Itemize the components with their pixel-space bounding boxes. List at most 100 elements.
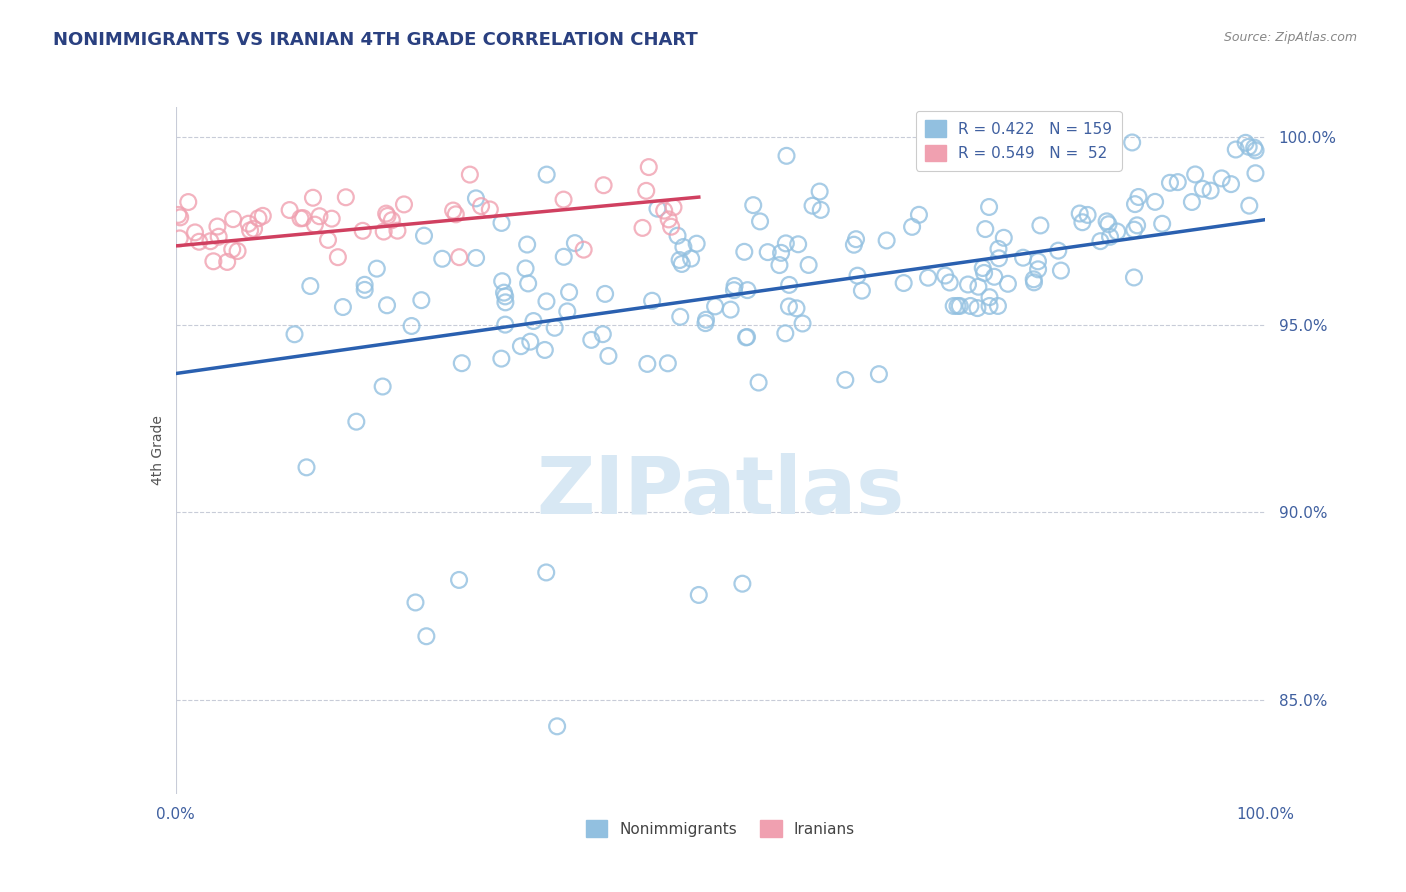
- Point: [353, 283, 375, 297]
- Point: [966, 301, 988, 315]
- Point: [553, 193, 575, 207]
- Point: [631, 220, 654, 235]
- Point: [983, 269, 1005, 284]
- Point: [491, 216, 513, 230]
- Point: [956, 277, 979, 292]
- Point: [558, 285, 581, 300]
- Point: [555, 304, 578, 318]
- Point: [252, 209, 274, 223]
- Point: [1029, 219, 1052, 233]
- Point: [1050, 263, 1073, 277]
- Point: [868, 367, 890, 381]
- Point: [381, 213, 404, 227]
- Point: [478, 202, 501, 217]
- Point: [534, 566, 557, 580]
- Point: [536, 168, 558, 182]
- Point: [302, 191, 325, 205]
- Point: [536, 294, 558, 309]
- Point: [465, 191, 488, 205]
- Point: [1159, 176, 1181, 190]
- Point: [516, 237, 538, 252]
- Point: [720, 302, 742, 317]
- Point: [974, 222, 997, 236]
- Point: [519, 334, 541, 349]
- Legend: Nonimmigrants, Iranians: Nonimmigrants, Iranians: [578, 813, 863, 845]
- Point: [450, 356, 472, 370]
- Point: [188, 235, 211, 249]
- Point: [737, 283, 759, 297]
- Point: [637, 160, 659, 174]
- Text: NONIMMIGRANTS VS IRANIAN 4TH GRADE CORRELATION CHART: NONIMMIGRANTS VS IRANIAN 4TH GRADE CORRE…: [53, 31, 699, 49]
- Point: [492, 285, 515, 300]
- Point: [572, 243, 595, 257]
- Point: [662, 200, 685, 214]
- Point: [413, 228, 436, 243]
- Point: [366, 261, 388, 276]
- Point: [973, 266, 995, 280]
- Point: [1123, 222, 1146, 236]
- Point: [1225, 143, 1247, 157]
- Point: [411, 293, 433, 308]
- Point: [1234, 136, 1257, 150]
- Point: [723, 279, 745, 293]
- Point: [1126, 219, 1149, 233]
- Point: [977, 200, 1000, 214]
- Point: [1071, 215, 1094, 229]
- Point: [742, 198, 765, 212]
- Point: [375, 298, 398, 312]
- Point: [169, 211, 191, 225]
- Point: [581, 333, 603, 347]
- Point: [785, 301, 807, 316]
- Point: [458, 168, 481, 182]
- Point: [292, 211, 315, 225]
- Point: [371, 379, 394, 393]
- Point: [1244, 166, 1267, 180]
- Point: [893, 276, 915, 290]
- Point: [1239, 199, 1261, 213]
- Point: [1152, 217, 1174, 231]
- Point: [652, 203, 675, 218]
- Point: [787, 237, 810, 252]
- Point: [636, 357, 658, 371]
- Point: [405, 595, 427, 609]
- Point: [465, 251, 488, 265]
- Point: [169, 231, 191, 245]
- Point: [353, 277, 375, 292]
- Point: [959, 299, 981, 313]
- Point: [522, 314, 544, 328]
- Point: [491, 274, 513, 288]
- Point: [415, 629, 437, 643]
- Point: [1199, 184, 1222, 198]
- Point: [377, 209, 399, 223]
- Point: [810, 202, 832, 217]
- Point: [770, 245, 793, 260]
- Point: [226, 244, 249, 258]
- Point: [1022, 272, 1045, 286]
- Point: [666, 228, 689, 243]
- Point: [491, 351, 513, 366]
- Point: [1167, 175, 1189, 189]
- Point: [352, 224, 374, 238]
- Point: [449, 250, 471, 264]
- Point: [917, 270, 939, 285]
- Point: [1191, 182, 1213, 196]
- Point: [731, 576, 754, 591]
- Point: [243, 221, 266, 235]
- Point: [1244, 144, 1267, 158]
- Point: [1099, 229, 1122, 244]
- Point: [901, 219, 924, 234]
- Point: [1097, 217, 1119, 231]
- Point: [748, 376, 770, 390]
- Point: [247, 211, 270, 226]
- Point: [299, 279, 322, 293]
- Point: [207, 219, 229, 234]
- Point: [1123, 270, 1146, 285]
- Point: [942, 299, 965, 313]
- Point: [641, 293, 664, 308]
- Point: [592, 327, 614, 342]
- Point: [1095, 214, 1118, 228]
- Point: [681, 252, 703, 266]
- Point: [1026, 254, 1049, 268]
- Point: [845, 232, 868, 246]
- Point: [373, 225, 395, 239]
